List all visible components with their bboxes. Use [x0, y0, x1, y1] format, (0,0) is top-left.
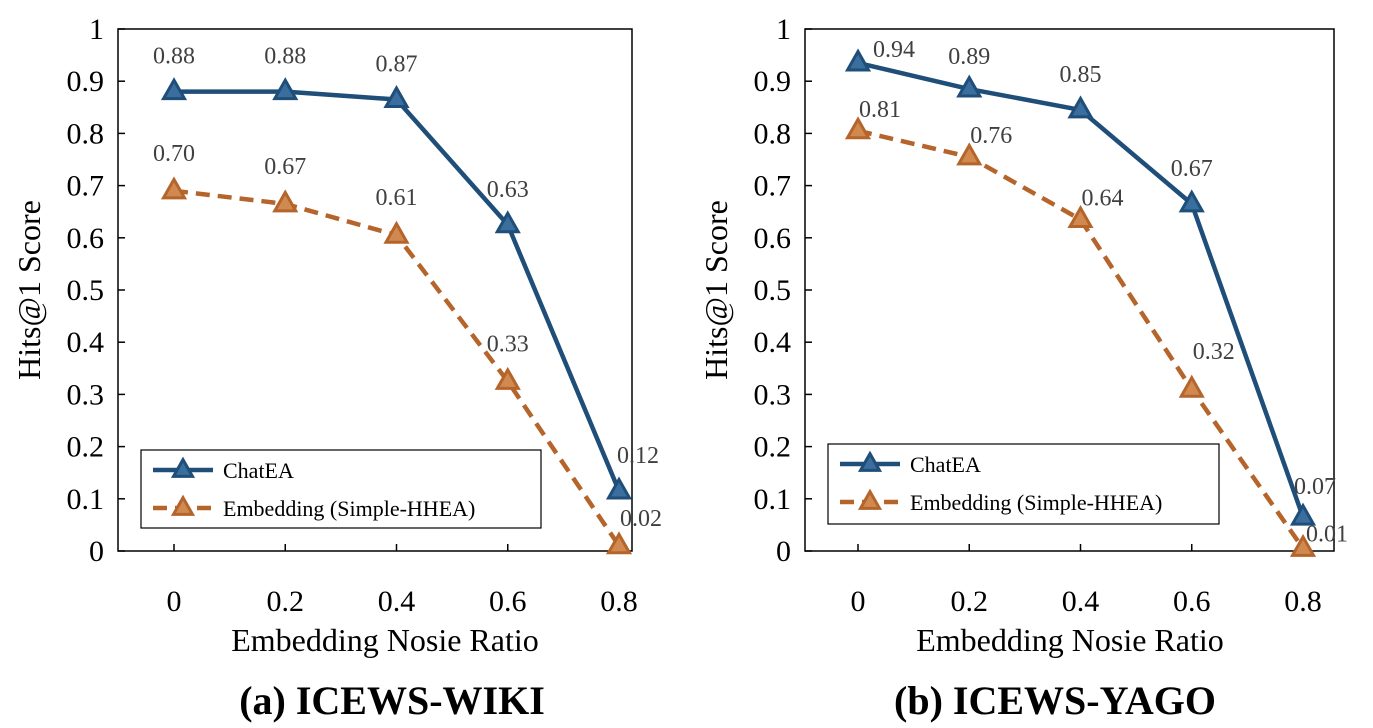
x-axis-label: Embedding Nosie Ratio [231, 622, 539, 658]
data-point-marker [1289, 533, 1317, 557]
y-axis-label: Hits@1 Score [11, 200, 47, 380]
y-tick-label: 0.4 [754, 326, 792, 359]
y-tick-label: 0.6 [754, 222, 792, 255]
legend-entry-label: ChatEA [910, 452, 981, 477]
data-label: 0.07 [1294, 474, 1336, 500]
data-label: 0.61 [376, 185, 418, 211]
x-tick-label: 0.8 [1284, 585, 1322, 618]
data-label: 0.88 [264, 44, 306, 70]
y-tick-label: 0 [89, 535, 104, 568]
data-point-marker [844, 116, 872, 140]
x-tick-label: 0 [851, 585, 866, 618]
data-label: 0.89 [948, 44, 990, 70]
chart-caption: (a) ICEWS-WIKI [239, 678, 545, 723]
y-tick-label: 0.3 [754, 378, 792, 411]
data-label: 0.64 [1082, 186, 1124, 212]
chart-caption: (b) ICEWS-YAGO [894, 678, 1216, 723]
y-tick-label: 0.5 [67, 274, 105, 307]
series-line-embedding [857, 128, 1305, 550]
y-tick-label: 0.3 [67, 378, 105, 411]
legend-box [140, 449, 542, 529]
data-label: 0.76 [970, 123, 1012, 149]
data-point-marker [1178, 374, 1205, 398]
data-point-marker [605, 531, 633, 555]
data-label: 0.70 [153, 141, 195, 167]
x-tick-label: 0.2 [951, 585, 989, 618]
y-tick-label: 0.2 [67, 431, 105, 464]
legend-entry-label: Embedding (Simple-HHEA) [910, 490, 1162, 515]
legend-marker-swatch [170, 456, 196, 478]
x-axis-label: Embedding Nosie Ratio [916, 622, 1224, 658]
y-tick-label: 0.9 [67, 65, 105, 98]
x-tick-label: 0.4 [1062, 585, 1100, 618]
x-tick-label: 0.2 [267, 585, 305, 618]
data-point-marker [272, 77, 299, 101]
data-point-marker [605, 476, 633, 500]
x-tick-label: 0.6 [489, 585, 527, 618]
x-tick-label: 0.6 [1173, 585, 1211, 618]
data-label: 0.81 [859, 97, 901, 123]
x-tick-label: 0.4 [378, 585, 416, 618]
data-label: 0.01 [1306, 521, 1348, 547]
series-line-chatea [174, 89, 622, 492]
chart-panel-icews-yago: 0 0.1 0.2 0.3 0.4 0.5 0.6 0.7 0.8 0.9 1 0 0.2 0.4 0.6 0… [698, 13, 1348, 723]
legend-marker-swatch [170, 494, 196, 516]
x-tick-label: 0 [167, 585, 182, 618]
legend-entry-label: Embedding (Simple-HHEA) [223, 496, 475, 521]
data-label: 0.87 [376, 51, 418, 77]
data-point-marker [383, 84, 410, 108]
y-tick-label: 0.7 [754, 170, 792, 203]
data-point-marker [1178, 189, 1205, 213]
data-label: 0.85 [1060, 62, 1102, 88]
data-point-marker [160, 176, 188, 200]
legend-box [827, 443, 1220, 525]
y-axis-label: Hits@1 Score [698, 200, 734, 380]
data-label: 0.33 [487, 331, 529, 357]
y-tick-label: 0 [776, 535, 791, 568]
y-tick-label: 0.5 [754, 274, 792, 307]
data-point-marker [160, 77, 188, 101]
data-point-marker [956, 142, 983, 166]
y-tick-label: 0.1 [67, 483, 105, 516]
data-point-marker [1289, 502, 1317, 526]
y-tick-label: 0.1 [754, 483, 792, 516]
data-point-marker [494, 366, 521, 390]
data-label: 0.32 [1193, 339, 1235, 365]
data-label: 0.12 [617, 443, 659, 469]
data-label: 0.63 [487, 177, 529, 203]
y-tick-label: 0.8 [67, 117, 105, 150]
data-point-marker [272, 189, 299, 213]
legend-entry-label: ChatEA [223, 458, 294, 483]
data-label: 0.67 [264, 154, 306, 180]
data-point-marker [956, 74, 983, 98]
data-label: 0.02 [620, 506, 662, 532]
data-label: 0.94 [873, 37, 915, 63]
data-label: 0.67 [1171, 156, 1213, 182]
data-label: 0.88 [153, 44, 195, 70]
x-tick-label: 0.8 [600, 585, 638, 618]
y-tick-label: 1 [89, 13, 104, 46]
y-tick-label: 0.4 [67, 326, 105, 359]
y-tick-label: 0.2 [754, 431, 792, 464]
y-tick-label: 0.8 [754, 117, 792, 150]
data-point-marker [1067, 205, 1094, 229]
data-point-marker [383, 220, 410, 244]
y-tick-label: 0.9 [754, 65, 792, 98]
y-tick-label: 0.7 [67, 170, 105, 203]
legend-marker-swatch [857, 450, 883, 472]
data-point-marker [1067, 95, 1094, 119]
legend-marker-swatch [857, 488, 883, 510]
y-tick-label: 1 [776, 13, 791, 46]
data-point-marker [844, 48, 872, 72]
chart-panel-icews-wiki: 0 0.1 0.2 0.3 0.4 0.5 0.6 0.7 0.8 0.9 1 0 0.2 0.4 0.6 0… [11, 13, 662, 723]
y-tick-label: 0.6 [67, 222, 105, 255]
data-point-marker [494, 210, 521, 234]
